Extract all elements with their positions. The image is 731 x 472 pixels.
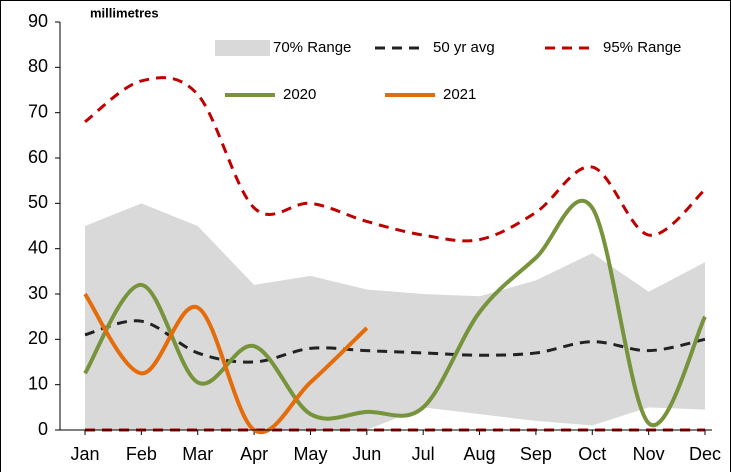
legend-label: 70% Range <box>273 39 351 56</box>
x-tick-label: Jan <box>70 444 99 464</box>
x-tick-label: Sep <box>520 444 552 464</box>
x-tick-label: Jul <box>412 444 435 464</box>
legend-label: 2020 <box>283 86 316 103</box>
y-tick-label: 20 <box>28 328 48 348</box>
y-tick-label: 0 <box>38 419 48 439</box>
y-tick-label: 60 <box>28 147 48 167</box>
range-band <box>85 203 705 430</box>
x-tick-label: Dec <box>689 444 721 464</box>
y-tick-label: 80 <box>28 56 48 76</box>
y-tick-label: 70 <box>28 101 48 121</box>
x-tick-label: Mar <box>182 444 213 464</box>
x-tick-label: Apr <box>240 444 268 464</box>
x-tick-label: May <box>293 444 327 464</box>
x-tick-label: Aug <box>464 444 496 464</box>
legend-swatch <box>215 40 270 56</box>
legend-label: 50 yr avg <box>433 39 495 56</box>
series-line <box>83 292 369 435</box>
legend-label: 2021 <box>443 86 476 103</box>
y-tick-label: 30 <box>28 283 48 303</box>
legend-label: 95% Range <box>603 39 681 56</box>
y-tick-label: 50 <box>28 192 48 212</box>
y-tick-label: 90 <box>28 11 48 31</box>
x-tick-label: Nov <box>633 444 665 464</box>
y-tick-label: 40 <box>28 237 48 257</box>
y-tick-label: 10 <box>28 373 48 393</box>
range-line <box>84 76 707 243</box>
x-tick-label: Feb <box>126 444 157 464</box>
series-line <box>83 198 707 428</box>
x-tick-label: Oct <box>578 444 606 464</box>
y-axis-label: millimetres <box>90 5 159 20</box>
x-tick-label: Jun <box>352 444 381 464</box>
